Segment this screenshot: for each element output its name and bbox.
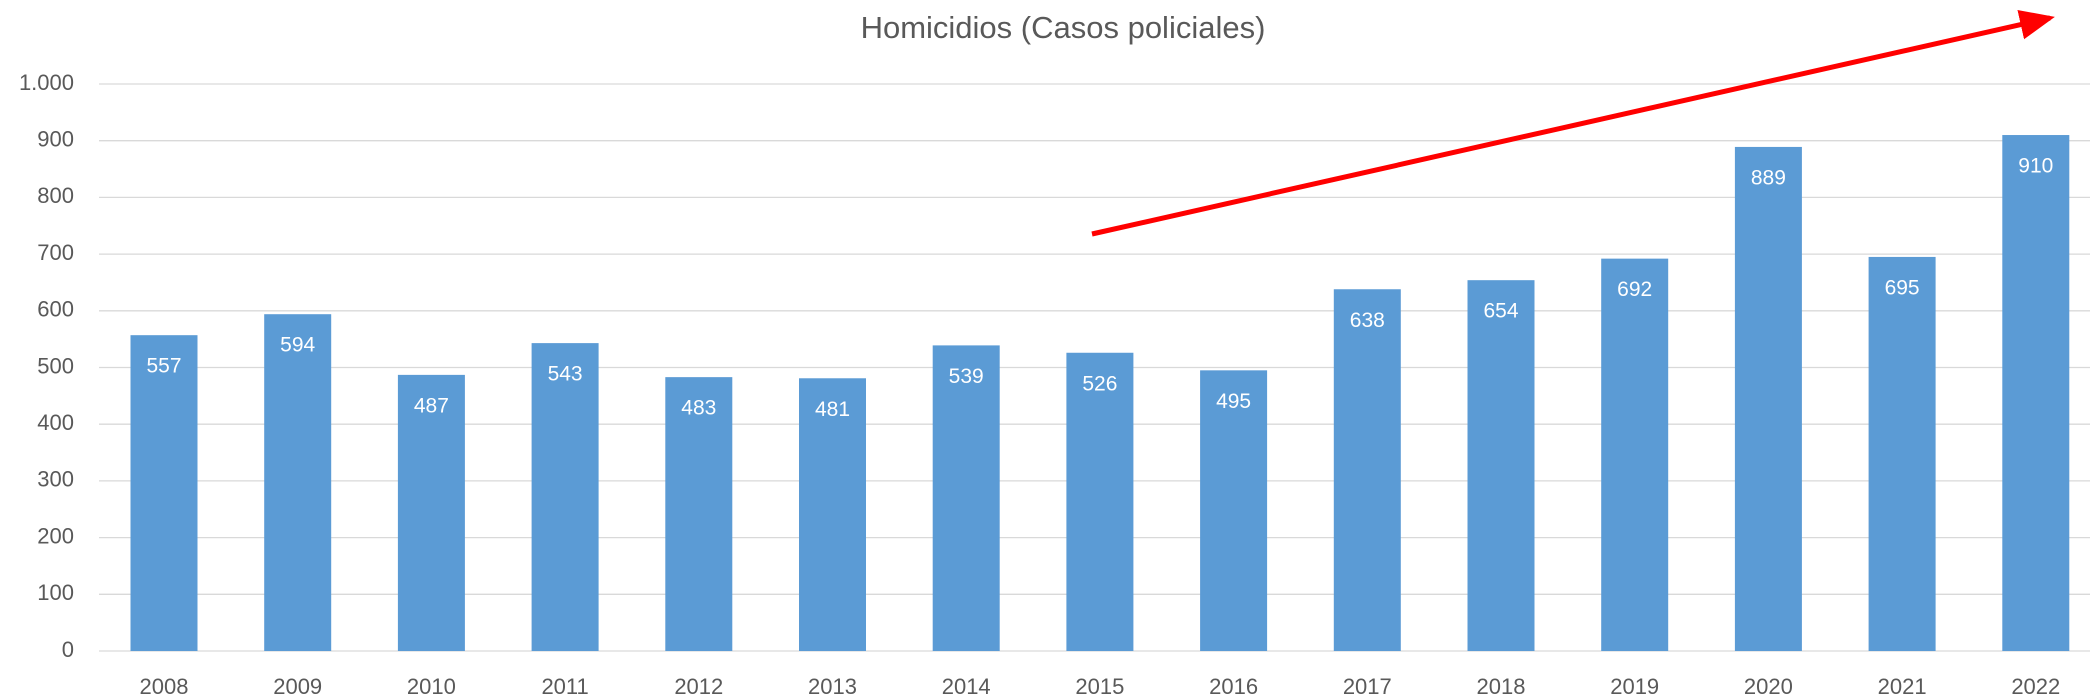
data-label: 483 bbox=[681, 397, 716, 420]
bar bbox=[130, 335, 198, 651]
y-tick-label: 700 bbox=[37, 240, 74, 265]
y-tick-label: 900 bbox=[37, 127, 74, 152]
bar bbox=[2002, 135, 2070, 651]
x-tick-label: 2021 bbox=[1878, 674, 1927, 699]
data-label: 481 bbox=[815, 398, 850, 421]
bar bbox=[1200, 370, 1268, 651]
data-label: 889 bbox=[1751, 166, 1786, 189]
x-tick-label: 2017 bbox=[1343, 674, 1392, 699]
x-tick-label: 2014 bbox=[942, 674, 991, 699]
bar bbox=[1467, 280, 1535, 651]
bar bbox=[932, 345, 1000, 651]
data-label: 495 bbox=[1216, 390, 1251, 413]
y-tick-label: 0 bbox=[62, 637, 74, 662]
bar bbox=[665, 377, 733, 651]
data-label: 910 bbox=[2018, 155, 2053, 178]
x-tick-label: 2009 bbox=[273, 674, 322, 699]
bar bbox=[531, 343, 599, 651]
plot-area: 0 100 200 300 400 500 600 700 800 900 1.000 557 2008… bbox=[19, 70, 2090, 699]
data-label: 638 bbox=[1350, 309, 1385, 332]
x-tick-label: 2008 bbox=[140, 674, 189, 699]
bar bbox=[1333, 289, 1401, 651]
x-tick-label: 2015 bbox=[1075, 674, 1124, 699]
y-tick-label: 1.000 bbox=[19, 70, 74, 95]
x-tick-label: 2020 bbox=[1744, 674, 1793, 699]
data-label: 695 bbox=[1885, 276, 1920, 299]
trend-arrow bbox=[1091, 9, 2055, 237]
y-tick-label: 200 bbox=[37, 523, 74, 548]
x-tick-label: 2019 bbox=[1610, 674, 1659, 699]
y-tick-label: 500 bbox=[37, 353, 74, 378]
x-tick-label: 2016 bbox=[1209, 674, 1258, 699]
x-tick-label: 2022 bbox=[2011, 674, 2060, 699]
data-label: 487 bbox=[414, 394, 449, 417]
y-tick-label: 300 bbox=[37, 467, 74, 492]
bar bbox=[264, 314, 332, 651]
x-tick-label: 2011 bbox=[541, 674, 588, 699]
data-label: 594 bbox=[280, 334, 315, 357]
y-tick-label: 100 bbox=[37, 580, 74, 605]
data-label: 557 bbox=[146, 355, 181, 378]
bar bbox=[1066, 352, 1134, 651]
data-label: 526 bbox=[1082, 372, 1117, 395]
data-label: 692 bbox=[1617, 278, 1652, 301]
bar bbox=[1601, 258, 1669, 651]
x-tick-label: 2018 bbox=[1477, 674, 1526, 699]
x-tick-label: 2012 bbox=[674, 674, 723, 699]
data-label: 543 bbox=[548, 363, 583, 386]
x-tick-label: 2013 bbox=[808, 674, 857, 699]
bar bbox=[1734, 146, 1802, 651]
y-tick-label: 800 bbox=[37, 183, 74, 208]
y-tick-label: 600 bbox=[37, 297, 74, 322]
y-tick-label: 400 bbox=[37, 410, 74, 435]
bar bbox=[799, 378, 866, 651]
x-tick-label: 2010 bbox=[407, 674, 456, 699]
chart-title: Homicidios (Casos policiales) bbox=[861, 10, 1266, 45]
bar bbox=[397, 374, 465, 651]
data-label: 654 bbox=[1483, 300, 1518, 323]
data-label: 539 bbox=[949, 365, 984, 388]
bar bbox=[1868, 256, 1936, 651]
